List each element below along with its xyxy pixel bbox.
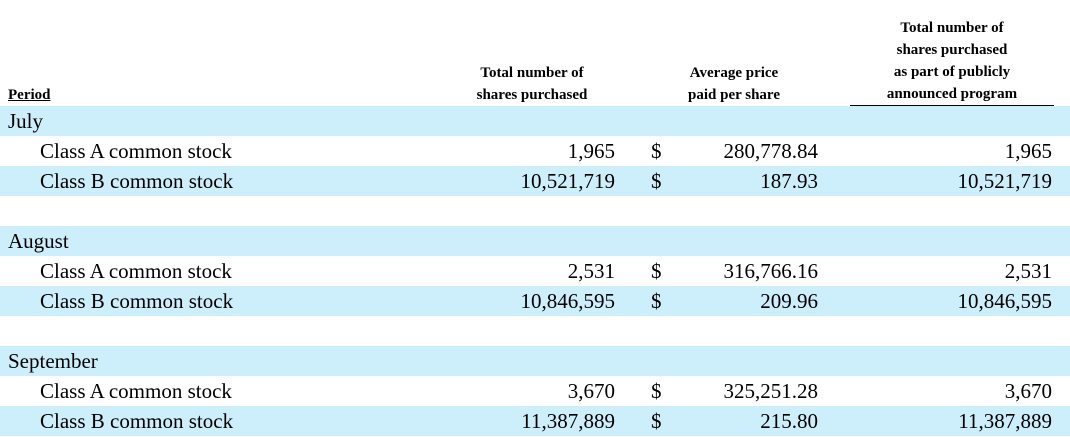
header-program-shares-line: as part of publicly bbox=[893, 64, 1011, 80]
header-period: Period bbox=[8, 84, 51, 106]
header-total-shares-line: shares purchased bbox=[476, 87, 588, 103]
spacer-row bbox=[0, 196, 1070, 226]
dollar-sign: $ bbox=[651, 169, 662, 193]
table-row: Class B common stock 10,846,595 $ 209.96… bbox=[0, 286, 1070, 316]
month-label: July bbox=[8, 109, 44, 133]
header-average-price: Average price paid per share bbox=[648, 62, 820, 107]
table-row: Class A common stock 2,531 $ 316,766.16 … bbox=[0, 256, 1070, 286]
header-program-shares-line: Total number of bbox=[900, 20, 1004, 36]
program-shares-value: 2,531 bbox=[1004, 259, 1052, 283]
program-shares-value: 11,387,889 bbox=[958, 409, 1052, 433]
total-shares-value: 10,846,595 bbox=[520, 289, 616, 313]
dollar-sign: $ bbox=[651, 409, 662, 433]
dollar-sign: $ bbox=[651, 139, 662, 163]
program-shares-value: 3,670 bbox=[1004, 379, 1052, 403]
table-row: Class A common stock 1,965 $ 280,778.84 … bbox=[0, 136, 1070, 166]
table-row: Class A common stock 3,670 $ 325,251.28 … bbox=[0, 376, 1070, 406]
total-shares-value: 2,531 bbox=[567, 259, 615, 283]
month-row-july: July bbox=[0, 106, 1070, 136]
stock-class-label: Class B common stock bbox=[40, 409, 234, 433]
header-average-price-line: paid per share bbox=[688, 87, 780, 103]
header-period-label: Period bbox=[8, 87, 51, 103]
total-shares-value: 1,965 bbox=[567, 139, 615, 163]
dollar-sign: $ bbox=[651, 289, 662, 313]
dollar-sign: $ bbox=[651, 259, 662, 283]
average-price-value: 215.80 bbox=[760, 409, 818, 433]
header-program-shares-line: shares purchased bbox=[896, 42, 1008, 58]
header-total-shares-line: Total number of bbox=[480, 65, 584, 81]
program-shares-value: 10,846,595 bbox=[957, 289, 1053, 313]
header-program-shares-line: announced program bbox=[886, 86, 1018, 102]
table-row: Class B common stock 11,387,889 $ 215.80… bbox=[0, 406, 1070, 436]
total-shares-value: 10,521,719 bbox=[520, 169, 616, 193]
month-label: August bbox=[8, 229, 69, 253]
average-price-value: 325,251.28 bbox=[723, 379, 819, 403]
dollar-sign: $ bbox=[651, 379, 662, 403]
stock-class-label: Class A common stock bbox=[40, 139, 232, 163]
header-program-shares: Total number of shares purchased as part… bbox=[850, 17, 1054, 106]
program-shares-value: 10,521,719 bbox=[957, 169, 1053, 193]
total-shares-value: 11,387,889 bbox=[521, 409, 615, 433]
header-average-price-line: Average price bbox=[689, 65, 779, 81]
average-price-value: 209.96 bbox=[760, 289, 818, 313]
stock-class-label: Class B common stock bbox=[40, 289, 234, 313]
stock-class-label: Class B common stock bbox=[40, 169, 234, 193]
average-price-value: 187.93 bbox=[760, 169, 818, 193]
stock-class-label: Class A common stock bbox=[40, 379, 232, 403]
spacer-row bbox=[0, 316, 1070, 346]
month-row-september: September bbox=[0, 346, 1070, 376]
total-shares-value: 3,670 bbox=[567, 379, 615, 403]
average-price-value: 280,778.84 bbox=[723, 139, 819, 163]
month-label: September bbox=[8, 349, 98, 373]
average-price-value: 316,766.16 bbox=[723, 259, 819, 283]
stock-class-label: Class A common stock bbox=[40, 259, 232, 283]
program-shares-value: 1,965 bbox=[1004, 139, 1052, 163]
month-row-august: August bbox=[0, 226, 1070, 256]
table-row: Class B common stock 10,521,719 $ 187.93… bbox=[0, 166, 1070, 196]
header-total-shares: Total number of shares purchased bbox=[446, 62, 618, 107]
